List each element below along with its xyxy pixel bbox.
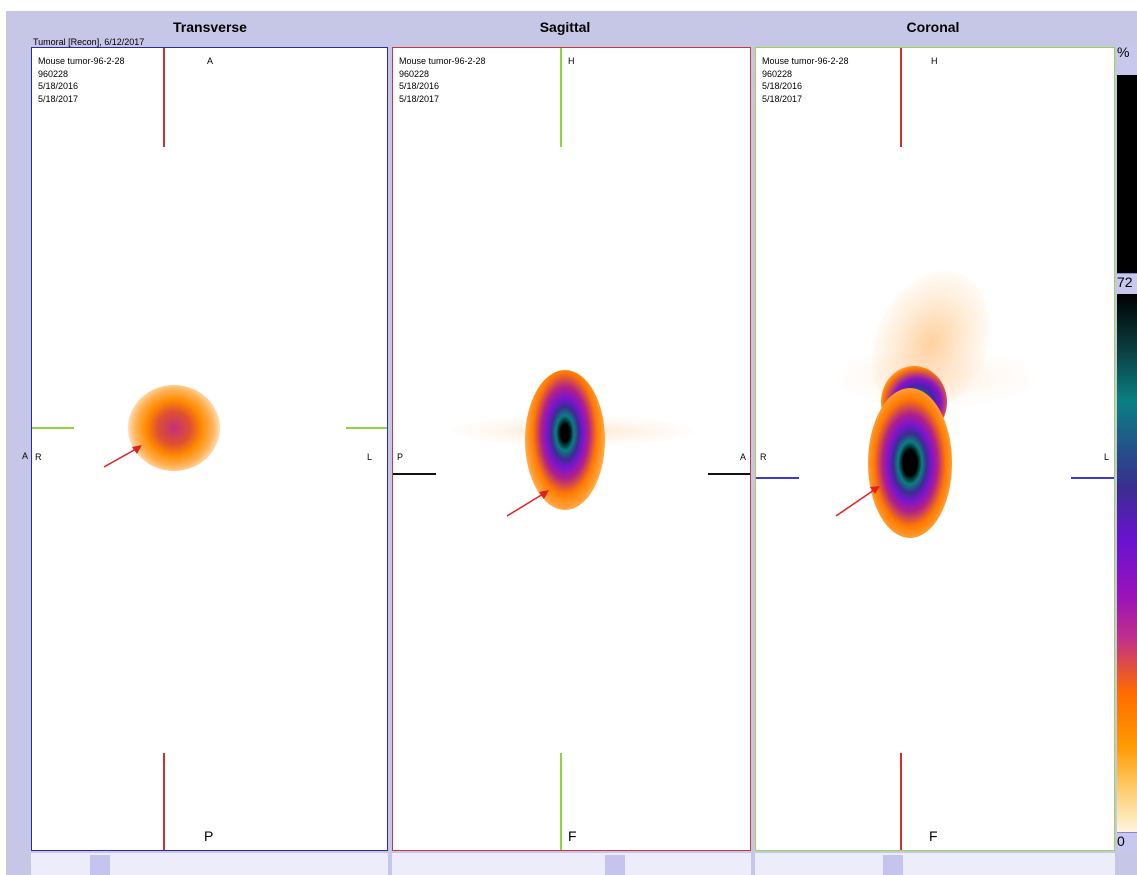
subject-id: 960228 bbox=[399, 68, 430, 79]
transverse-view[interactable]: Mouse tumor-96-2-28 960228 5/18/2016 5/1… bbox=[31, 47, 388, 851]
crosshair-vertical-top[interactable] bbox=[560, 48, 562, 147]
study-date: 5/18/2016 bbox=[399, 81, 440, 91]
transverse-title: Transverse bbox=[173, 19, 247, 35]
orientation-bottom-label: P bbox=[204, 828, 214, 844]
orientation-right-label: L bbox=[367, 452, 373, 462]
orientation-top-label: H bbox=[931, 56, 938, 66]
transverse-info: Mouse tumor-96-2-28 960228 5/18/2016 5/1… bbox=[38, 55, 125, 105]
orientation-left-label: P bbox=[397, 452, 404, 462]
crosshair-horizontal-left[interactable] bbox=[393, 473, 436, 475]
tumor-uptake-hotspot bbox=[525, 370, 605, 510]
subject-id: 960228 bbox=[38, 68, 69, 79]
study-caption: Tumoral [Recon], 6/12/2017 bbox=[33, 37, 145, 47]
crosshair-horizontal-left[interactable] bbox=[756, 477, 799, 479]
sagittal-scroll-thumb[interactable] bbox=[605, 855, 625, 875]
study-date: 5/18/2016 bbox=[762, 81, 803, 91]
subject-name: Mouse tumor-96-2-28 bbox=[399, 56, 486, 66]
crosshair-vertical-bottom[interactable] bbox=[900, 753, 902, 850]
orientation-top-label: A bbox=[207, 56, 214, 66]
crosshair-horizontal-right[interactable] bbox=[1071, 477, 1114, 479]
orientation-top-label: H bbox=[568, 56, 575, 66]
sagittal-info: Mouse tumor-96-2-28 960228 5/18/2016 5/1… bbox=[399, 55, 486, 105]
orientation-right-label: L bbox=[1104, 452, 1110, 462]
tumor-arrow bbox=[835, 486, 880, 517]
crosshair-vertical-bottom[interactable] bbox=[560, 753, 562, 850]
orientation-bottom-label: F bbox=[568, 828, 577, 844]
colorbar-max-label[interactable]: 72 bbox=[1117, 273, 1137, 293]
coronal-view[interactable]: Mouse tumor-96-2-28 960228 5/18/2016 5/1… bbox=[755, 47, 1115, 851]
sagittal-title: Sagittal bbox=[539, 19, 591, 35]
orientation-left-label: R bbox=[760, 452, 767, 462]
subject-id: 960228 bbox=[762, 68, 793, 79]
coronal-title: Coronal bbox=[906, 19, 960, 35]
sagittal-view[interactable]: Mouse tumor-96-2-28 960228 5/18/2016 5/1… bbox=[392, 47, 751, 851]
coronal-scroll-thumb[interactable] bbox=[883, 855, 903, 875]
colorbar-gradient[interactable] bbox=[1117, 294, 1137, 832]
tumor-uptake-hotspot bbox=[868, 388, 952, 538]
crosshair-horizontal-right[interactable] bbox=[346, 427, 387, 429]
crosshair-vertical-top[interactable] bbox=[163, 48, 165, 147]
crosshair-vertical-top[interactable] bbox=[900, 48, 902, 147]
subject-name: Mouse tumor-96-2-28 bbox=[38, 56, 125, 66]
crosshair-horizontal-right[interactable] bbox=[708, 473, 750, 475]
tumor-arrow bbox=[103, 445, 142, 468]
tumor-uptake-hotspot bbox=[128, 385, 220, 471]
transverse-scroll-thumb[interactable] bbox=[90, 855, 110, 875]
crosshair-vertical-bottom[interactable] bbox=[163, 753, 165, 850]
coronal-scrollbar[interactable] bbox=[755, 853, 1115, 875]
colorbar-upper bbox=[1117, 75, 1137, 273]
subject-name: Mouse tumor-96-2-28 bbox=[762, 56, 849, 66]
colorbar-min-label[interactable]: 0 bbox=[1117, 832, 1137, 852]
orientation-right-label: A bbox=[740, 452, 747, 462]
scan-date: 5/18/2017 bbox=[762, 93, 803, 104]
scan-date: 5/18/2017 bbox=[399, 93, 440, 104]
tumor-arrow bbox=[506, 490, 549, 517]
scan-date: 5/18/2017 bbox=[38, 93, 79, 104]
orientation-bottom-label: F bbox=[929, 828, 938, 844]
transverse-outside-left-label: A bbox=[22, 451, 29, 461]
crosshair-horizontal-left[interactable] bbox=[32, 427, 74, 429]
study-date: 5/18/2016 bbox=[38, 81, 79, 91]
orientation-left-label: R bbox=[35, 452, 42, 462]
percent-label: % bbox=[1117, 44, 1137, 74]
coronal-info: Mouse tumor-96-2-28 960228 5/18/2016 5/1… bbox=[762, 55, 849, 105]
transverse-scrollbar[interactable] bbox=[31, 853, 388, 875]
sagittal-scrollbar[interactable] bbox=[392, 853, 751, 875]
